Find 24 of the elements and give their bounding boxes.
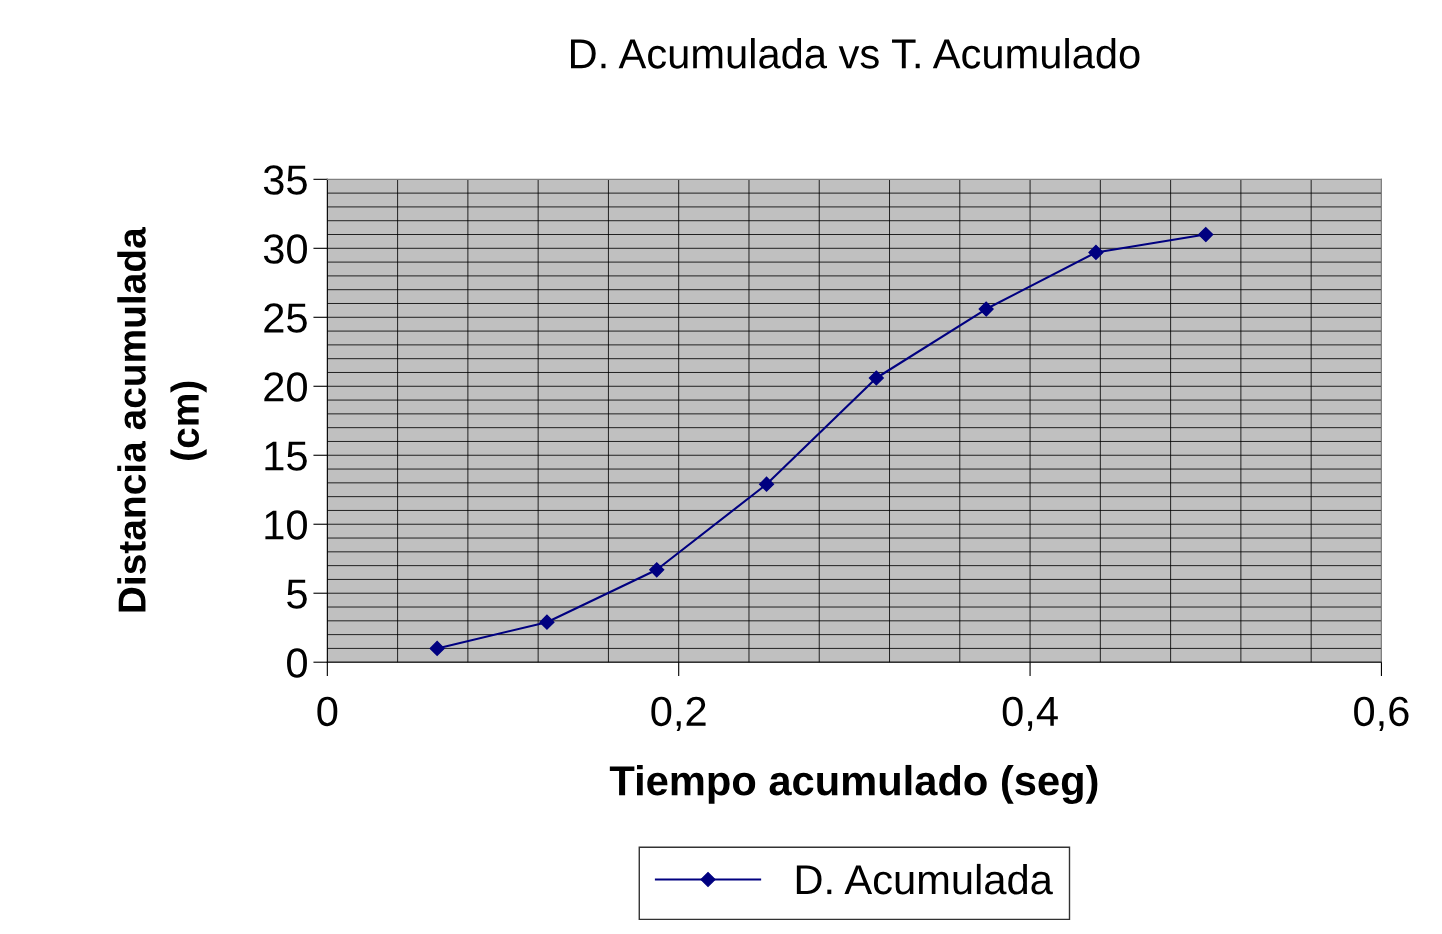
y-tick-label: 0 <box>287 648 307 678</box>
y-tick-label: 35 <box>263 165 307 195</box>
y-tick-label: 15 <box>265 441 307 471</box>
x-tick-label: 0,2 <box>651 696 706 732</box>
y-tick-label: 5 <box>287 579 307 609</box>
y-tick-label: 30 <box>263 234 307 264</box>
x-tick-label: 0,6 <box>1354 696 1409 732</box>
x-axis-title: Tiempo acumulado (seg) <box>609 764 1098 804</box>
point <box>978 301 994 317</box>
x-tick-label: 0 <box>317 696 338 727</box>
point <box>649 562 665 578</box>
point <box>429 640 445 656</box>
y-tick-label: 10 <box>265 510 307 540</box>
legend-label: D. Acumulada <box>796 863 1053 895</box>
point <box>539 614 555 630</box>
chart-title: D. Acumulada vs T. Acumulado <box>571 38 1140 69</box>
point <box>1088 244 1104 261</box>
point <box>758 476 775 492</box>
x-tick-label: 0,4 <box>1002 696 1058 732</box>
y-tick-label: 20 <box>264 372 307 402</box>
point <box>1198 226 1214 243</box>
y-tick-label: 25 <box>264 303 307 333</box>
point <box>868 370 884 386</box>
y-axis-title: Distancia acumulada (cm) <box>117 227 207 612</box>
